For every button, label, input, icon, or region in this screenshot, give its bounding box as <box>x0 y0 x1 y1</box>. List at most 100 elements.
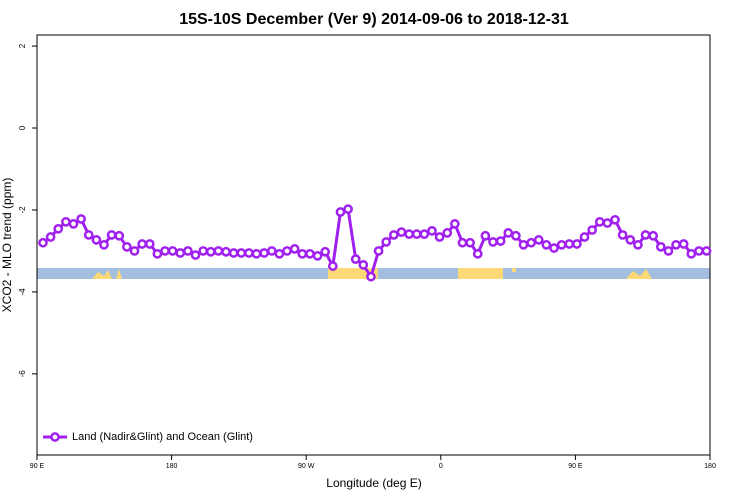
data-point <box>617 230 628 240</box>
y-tick-label: -2 <box>18 206 27 214</box>
x-tick-label: 90 E <box>568 463 583 470</box>
data-point <box>129 246 140 256</box>
data-point <box>205 246 216 257</box>
data-point <box>411 229 422 239</box>
data-point <box>122 241 132 252</box>
data-point <box>76 214 86 224</box>
data-point <box>472 248 483 259</box>
y-tick-label: 0 <box>18 125 27 130</box>
data-point <box>266 246 277 256</box>
data-point <box>190 250 201 260</box>
data-point <box>640 230 651 240</box>
data-point <box>488 237 498 247</box>
data-point <box>274 248 285 259</box>
legend-marker <box>50 432 60 442</box>
data-point <box>564 239 575 249</box>
data-point <box>61 216 71 227</box>
data-point <box>289 244 300 254</box>
land-region <box>116 269 122 279</box>
data-point <box>106 230 117 240</box>
data-point <box>251 248 262 259</box>
data-point <box>114 230 125 241</box>
data-point <box>83 230 94 240</box>
data-point <box>450 219 460 229</box>
data-point <box>99 239 109 250</box>
data-point <box>671 239 681 250</box>
data-point <box>419 229 430 239</box>
series-line <box>42 207 707 281</box>
data-point <box>343 204 353 214</box>
data-point <box>312 251 323 261</box>
data-point <box>594 216 605 227</box>
data-point <box>221 246 231 257</box>
data-point <box>427 226 437 236</box>
data-point <box>625 235 636 245</box>
data-point <box>68 219 79 229</box>
data-point <box>533 235 544 245</box>
data-point <box>633 239 643 250</box>
data-point <box>137 239 147 249</box>
data-point <box>610 214 620 225</box>
data-point <box>373 246 384 256</box>
x-tick-label: 180 <box>704 463 716 470</box>
data-point <box>366 271 376 282</box>
data-point <box>282 246 292 256</box>
data-point <box>686 248 697 259</box>
x-tick-label: 180 <box>166 463 178 470</box>
plot-frame <box>36 34 711 456</box>
data-point <box>259 248 270 258</box>
data-point <box>350 254 361 264</box>
x-tick-label: 90 W <box>298 463 315 470</box>
data-point <box>38 237 48 248</box>
data-point <box>305 248 315 259</box>
data-point <box>388 230 399 240</box>
land-region <box>512 268 516 272</box>
data-point <box>396 227 407 237</box>
data-point <box>480 230 491 241</box>
data-point <box>572 239 582 249</box>
land-region <box>626 269 652 279</box>
data-point <box>526 237 536 248</box>
chart-title: 15S-10S December (Ver 9) 2014-09-06 to 2… <box>179 11 569 28</box>
data-point <box>511 230 521 241</box>
y-tick-label: -4 <box>18 288 27 296</box>
data-point <box>244 248 254 258</box>
y-tick-label: 2 <box>18 43 27 48</box>
y-axis-label: XCO2 - MLO trend (ppm) <box>0 178 14 313</box>
data-point <box>587 225 598 235</box>
data-point <box>457 237 468 248</box>
data-point <box>327 261 338 271</box>
data-point <box>358 260 369 270</box>
data-point <box>45 232 56 242</box>
legend-label: Land (Nadir&Glint) and Ocean (Glint) <box>72 431 253 443</box>
data-point <box>655 241 666 252</box>
land-region <box>458 268 503 279</box>
data-point <box>648 230 659 241</box>
data-point <box>91 235 102 245</box>
data-point <box>175 248 186 258</box>
data-point <box>53 223 64 234</box>
data-point <box>495 236 506 246</box>
data-point <box>434 232 445 242</box>
data-point <box>556 239 567 250</box>
land-region <box>92 270 112 279</box>
data-point <box>579 232 590 242</box>
data-point <box>694 246 704 256</box>
data-point <box>335 207 346 217</box>
data-point <box>404 229 414 239</box>
data-point <box>228 248 239 258</box>
data-point <box>678 239 689 249</box>
x-tick-label: 90 E <box>30 463 45 470</box>
legend-item: Land (Nadir&Glint) and Ocean (Glint) <box>43 431 253 443</box>
data-point <box>442 228 453 238</box>
data-point <box>549 243 559 253</box>
data-point <box>465 237 475 248</box>
data-point <box>198 246 209 256</box>
data-point <box>152 248 163 259</box>
land-region <box>328 268 378 279</box>
data-point <box>503 228 514 238</box>
data-point <box>541 239 552 250</box>
data-point <box>602 218 613 228</box>
data-point <box>144 239 155 249</box>
